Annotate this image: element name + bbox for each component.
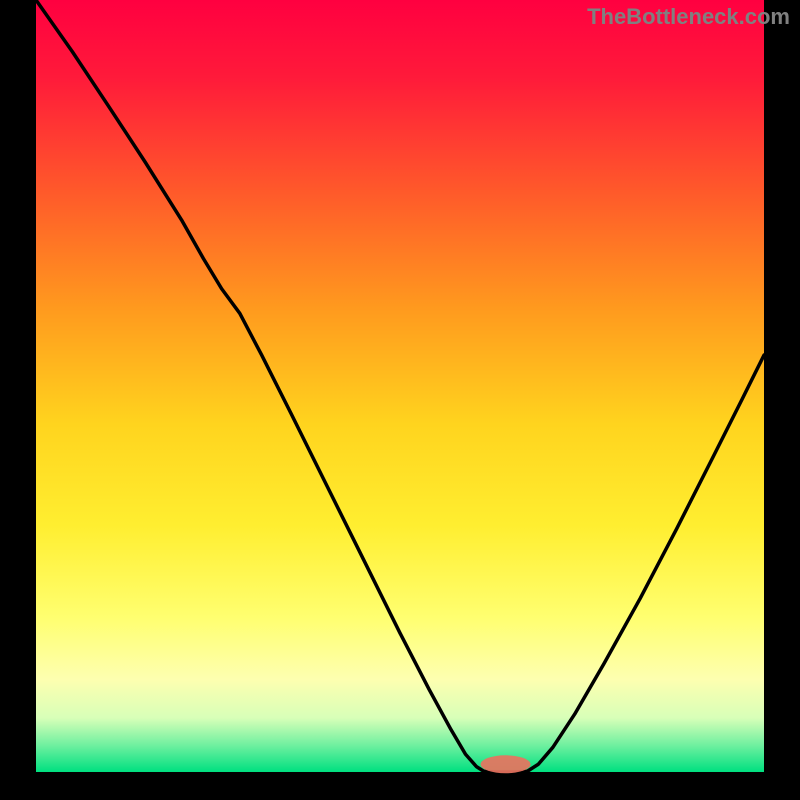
bottleneck-chart: TheBottleneck.com: [0, 0, 800, 800]
plot-background: [36, 0, 764, 772]
frame-left: [0, 0, 36, 800]
optimal-marker: [481, 755, 531, 773]
chart-svg: TheBottleneck.com: [0, 0, 800, 800]
watermark-text: TheBottleneck.com: [587, 4, 790, 29]
frame-bottom: [0, 772, 800, 800]
frame-right: [764, 0, 800, 800]
